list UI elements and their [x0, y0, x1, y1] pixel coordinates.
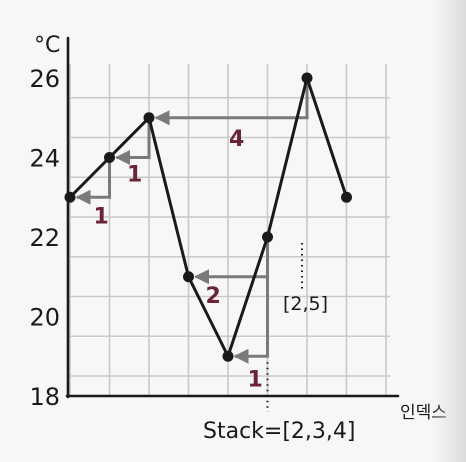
answer-label: 1	[127, 163, 142, 188]
answer-arrow	[75, 157, 111, 205]
series-line	[68, 76, 348, 358]
data-point	[104, 152, 115, 163]
data-point	[341, 191, 352, 203]
x-axis-label: 인덱스	[400, 403, 447, 423]
y-tick-label: 18	[29, 383, 60, 411]
answer-arrow	[154, 78, 309, 126]
data-point	[262, 231, 273, 243]
answer-label: 1	[248, 367, 263, 392]
answer-label: 4	[229, 127, 244, 152]
y-tick-label: 22	[29, 224, 60, 252]
y-tick-label: 26	[29, 65, 60, 93]
answer-label: 1	[94, 204, 109, 229]
stack-annotation-partial: [2,5]	[283, 293, 328, 315]
y-tick-labels: 18 20 22 24 26	[29, 65, 60, 411]
answer-arrow	[115, 117, 151, 165]
data-point	[301, 72, 313, 84]
answer-arrow	[194, 237, 269, 285]
y-unit-label: °C	[34, 33, 60, 58]
series-temperature	[64, 72, 352, 362]
data-point	[222, 350, 234, 362]
y-tick-label: 24	[29, 145, 60, 173]
grid	[68, 64, 390, 396]
answer-label: 2	[206, 284, 221, 309]
stack-annotations: [2,5] Stack=[2,3,4]	[203, 243, 356, 444]
stack-annotation-final: Stack=[2,3,4]	[203, 419, 356, 444]
y-tick-label: 20	[29, 304, 60, 332]
data-point	[64, 191, 76, 203]
data-point	[183, 271, 194, 283]
data-point	[143, 112, 155, 124]
